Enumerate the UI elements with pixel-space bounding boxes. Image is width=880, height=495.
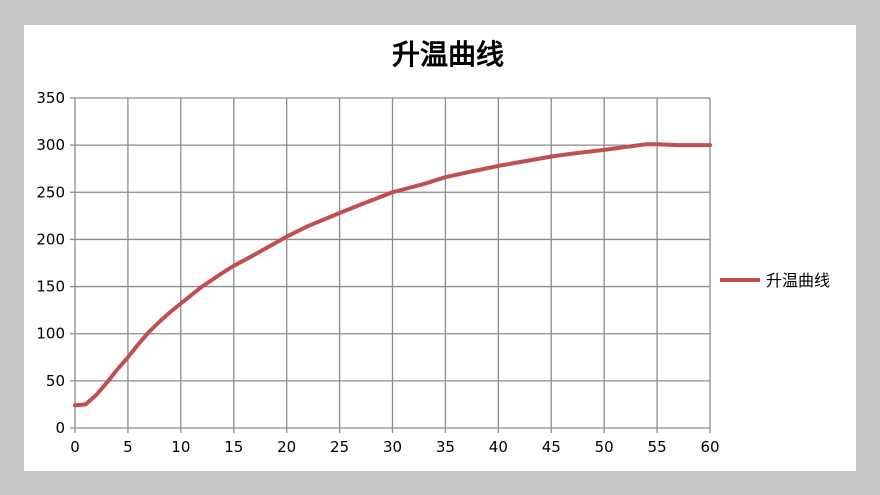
x-tick-label: 20 xyxy=(277,438,296,456)
x-tick-label: 50 xyxy=(595,438,614,456)
y-tick-label: 50 xyxy=(46,372,65,390)
x-tick-label: 0 xyxy=(70,438,80,456)
x-tick-label: 40 xyxy=(489,438,508,456)
x-tick-label: 35 xyxy=(436,438,455,456)
x-tick-label: 45 xyxy=(542,438,561,456)
y-tick-label: 100 xyxy=(36,325,65,343)
y-tick-label: 250 xyxy=(36,183,65,201)
x-tick-label: 55 xyxy=(648,438,667,456)
y-tick-label: 350 xyxy=(36,89,65,107)
y-tick-label: 0 xyxy=(55,419,65,437)
chart-title: 升温曲线 xyxy=(392,38,504,71)
x-tick-label: 10 xyxy=(171,438,190,456)
y-tick-label: 150 xyxy=(36,278,65,296)
y-tick-label: 200 xyxy=(36,230,65,248)
x-tick-label: 30 xyxy=(383,438,402,456)
y-tick-label: 300 xyxy=(36,136,65,154)
x-tick-label: 25 xyxy=(330,438,349,456)
series-line xyxy=(73,142,712,408)
x-tick-label: 15 xyxy=(224,438,243,456)
x-tick-label: 60 xyxy=(700,438,719,456)
legend-label: 升温曲线 xyxy=(766,271,830,290)
chart-panel xyxy=(24,25,856,471)
x-tick-label: 5 xyxy=(123,438,133,456)
